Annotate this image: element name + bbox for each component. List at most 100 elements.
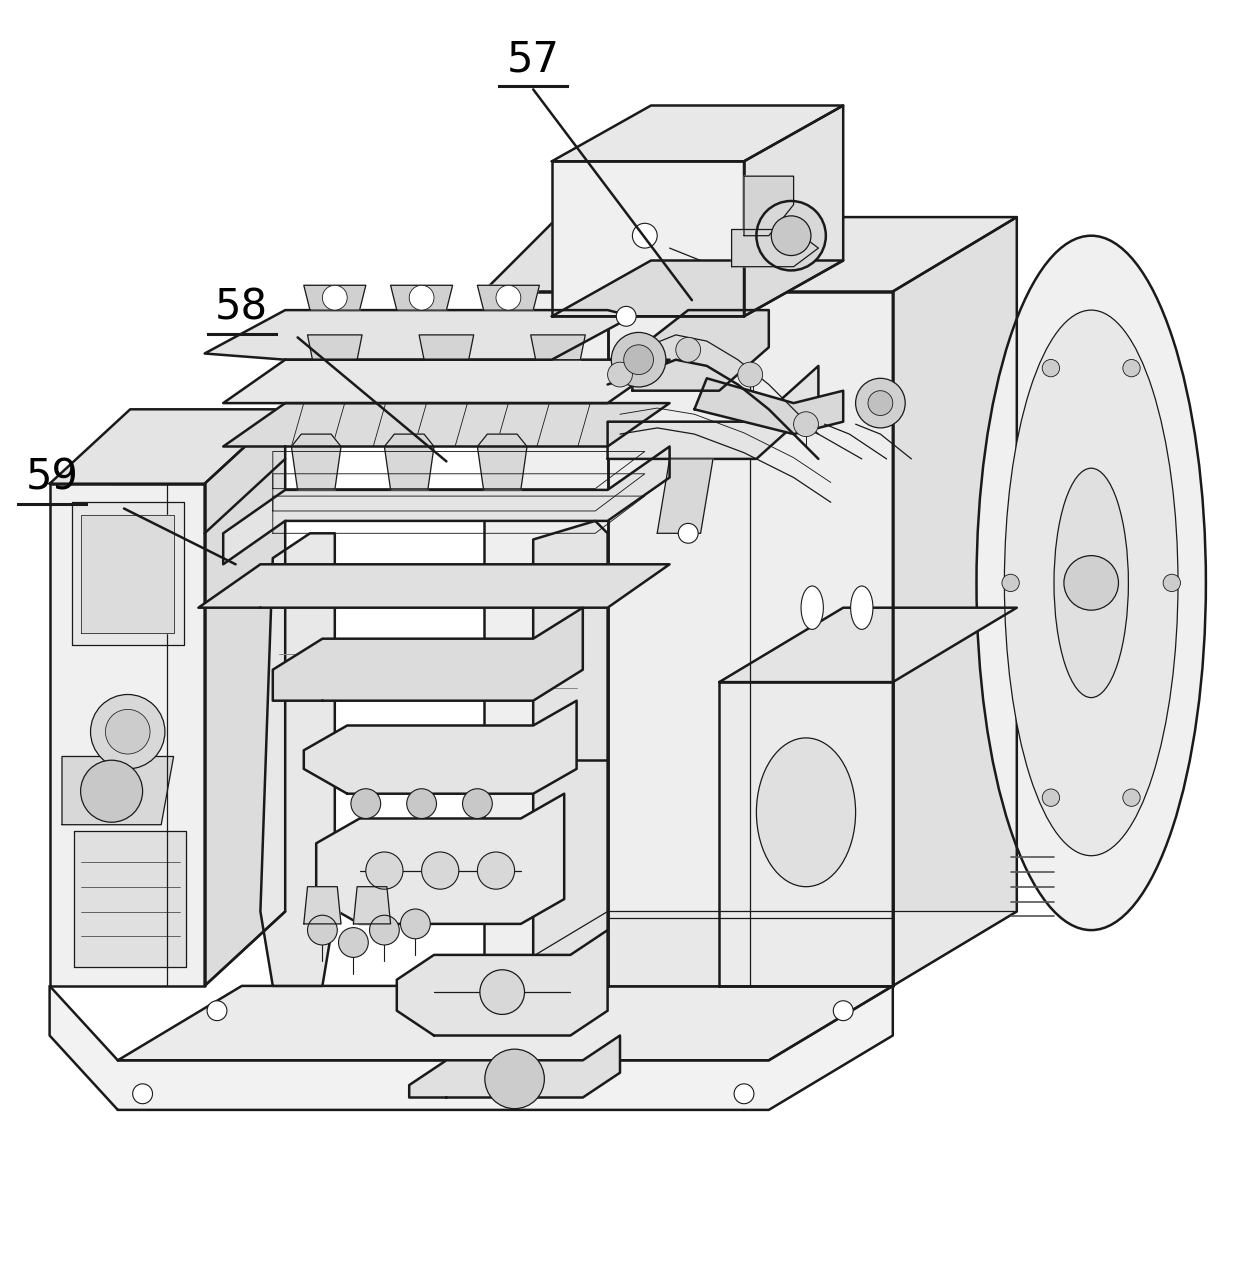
Circle shape xyxy=(756,201,826,271)
Circle shape xyxy=(370,915,399,945)
Circle shape xyxy=(81,760,143,822)
Circle shape xyxy=(480,970,525,1015)
Polygon shape xyxy=(552,218,1017,291)
Circle shape xyxy=(676,338,701,362)
Circle shape xyxy=(1042,359,1060,377)
Polygon shape xyxy=(893,218,1017,985)
Polygon shape xyxy=(552,261,843,316)
Circle shape xyxy=(401,910,430,939)
Polygon shape xyxy=(552,105,843,162)
Circle shape xyxy=(463,789,492,818)
Circle shape xyxy=(207,1001,227,1021)
Text: 57: 57 xyxy=(507,39,559,81)
Polygon shape xyxy=(391,286,453,310)
Polygon shape xyxy=(304,887,341,923)
Circle shape xyxy=(105,710,150,754)
Circle shape xyxy=(624,345,653,374)
Polygon shape xyxy=(719,607,1017,682)
Polygon shape xyxy=(384,434,434,490)
Circle shape xyxy=(833,1001,853,1021)
Polygon shape xyxy=(694,378,843,434)
Polygon shape xyxy=(205,310,632,359)
Polygon shape xyxy=(744,176,794,235)
Circle shape xyxy=(485,1049,544,1108)
Circle shape xyxy=(496,286,521,310)
Polygon shape xyxy=(409,1036,620,1098)
Text: 58: 58 xyxy=(216,287,268,329)
Polygon shape xyxy=(198,564,670,607)
Circle shape xyxy=(351,789,381,818)
Ellipse shape xyxy=(801,586,823,630)
Polygon shape xyxy=(62,756,174,825)
Circle shape xyxy=(1002,574,1019,592)
Circle shape xyxy=(856,378,905,428)
Ellipse shape xyxy=(756,737,856,887)
Polygon shape xyxy=(531,335,585,359)
Circle shape xyxy=(734,1084,754,1103)
Polygon shape xyxy=(316,793,564,923)
Polygon shape xyxy=(223,359,670,404)
Circle shape xyxy=(308,915,337,945)
Circle shape xyxy=(868,391,893,415)
Circle shape xyxy=(1064,555,1118,610)
Polygon shape xyxy=(484,912,1017,985)
Polygon shape xyxy=(484,224,676,291)
Circle shape xyxy=(1123,359,1141,377)
Polygon shape xyxy=(50,483,205,985)
Polygon shape xyxy=(552,162,744,316)
Polygon shape xyxy=(72,502,184,645)
Polygon shape xyxy=(608,291,893,985)
Polygon shape xyxy=(223,404,670,447)
Circle shape xyxy=(611,333,666,387)
Polygon shape xyxy=(223,447,670,564)
Polygon shape xyxy=(353,887,391,923)
Polygon shape xyxy=(632,310,769,391)
Ellipse shape xyxy=(851,586,873,630)
Circle shape xyxy=(490,1054,539,1103)
Circle shape xyxy=(133,1084,153,1103)
Circle shape xyxy=(608,362,632,387)
Polygon shape xyxy=(732,229,818,267)
Polygon shape xyxy=(50,985,893,1109)
Circle shape xyxy=(771,216,811,256)
Ellipse shape xyxy=(1004,310,1178,855)
Circle shape xyxy=(477,853,515,889)
Circle shape xyxy=(678,524,698,543)
Polygon shape xyxy=(419,335,474,359)
Polygon shape xyxy=(118,985,893,1060)
Ellipse shape xyxy=(1054,468,1128,697)
Polygon shape xyxy=(205,410,285,985)
Polygon shape xyxy=(397,930,608,1036)
Polygon shape xyxy=(744,105,843,316)
Polygon shape xyxy=(273,607,583,701)
Ellipse shape xyxy=(977,235,1205,930)
Polygon shape xyxy=(657,459,713,534)
Polygon shape xyxy=(304,701,577,793)
Circle shape xyxy=(422,853,459,889)
Polygon shape xyxy=(74,831,186,968)
Circle shape xyxy=(632,224,657,248)
Polygon shape xyxy=(291,434,341,490)
Circle shape xyxy=(339,927,368,958)
Circle shape xyxy=(1042,789,1059,806)
Polygon shape xyxy=(719,682,893,985)
Circle shape xyxy=(366,853,403,889)
Text: 59: 59 xyxy=(26,457,78,498)
Circle shape xyxy=(1163,574,1180,592)
Circle shape xyxy=(794,412,818,436)
Polygon shape xyxy=(304,286,366,310)
Polygon shape xyxy=(484,291,608,985)
Circle shape xyxy=(322,286,347,310)
Circle shape xyxy=(616,306,636,326)
Circle shape xyxy=(738,362,763,387)
Circle shape xyxy=(407,789,436,818)
Polygon shape xyxy=(260,534,335,985)
Polygon shape xyxy=(308,335,362,359)
Polygon shape xyxy=(533,521,608,985)
Polygon shape xyxy=(81,515,174,632)
Circle shape xyxy=(409,286,434,310)
Circle shape xyxy=(91,694,165,769)
Polygon shape xyxy=(50,410,285,483)
Polygon shape xyxy=(608,366,818,459)
Circle shape xyxy=(1123,789,1141,806)
